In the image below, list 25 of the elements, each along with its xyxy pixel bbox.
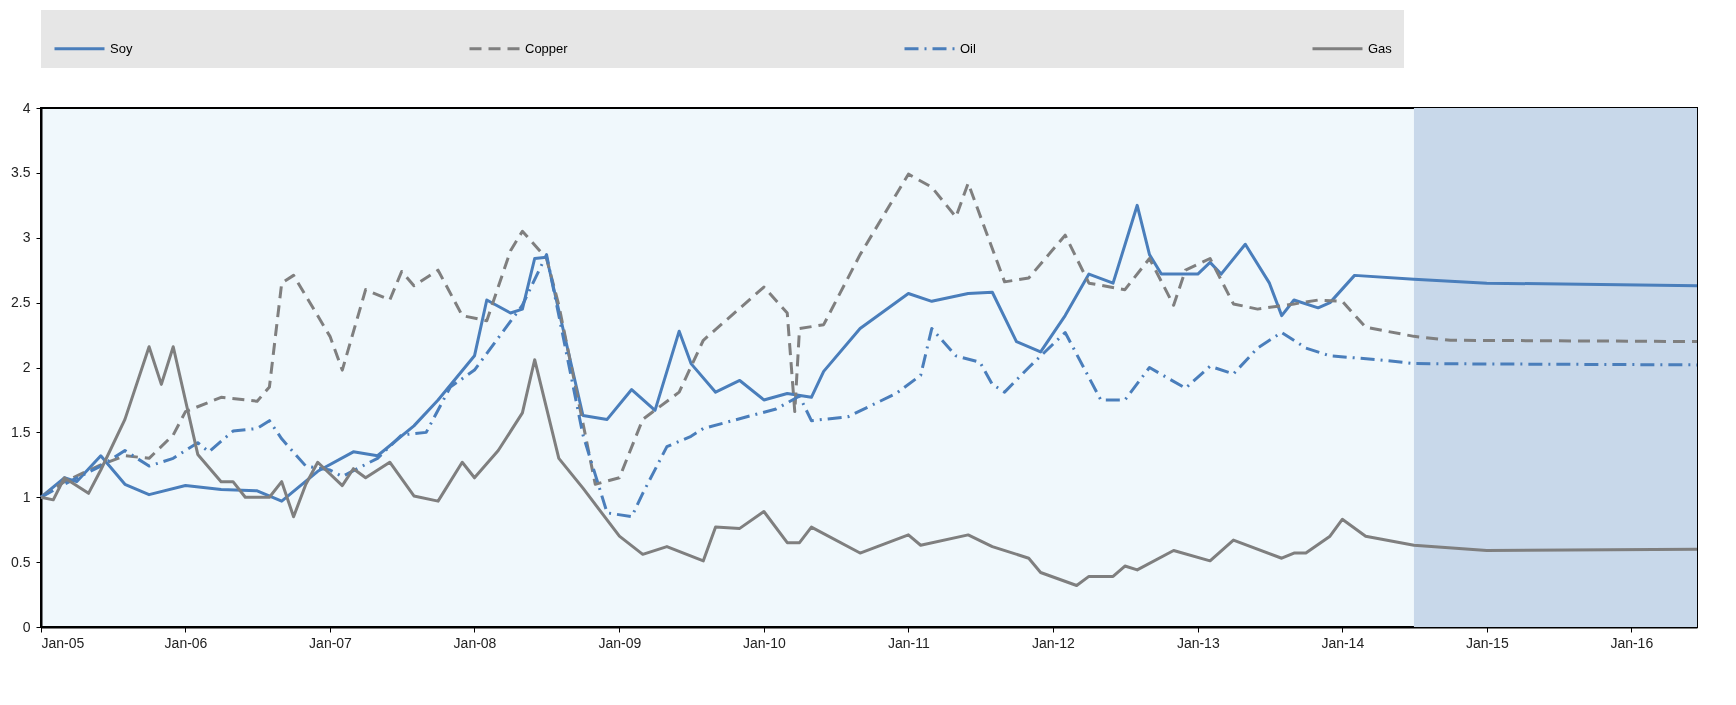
- legend-label: Gas: [1368, 40, 1393, 56]
- x-tick-label: Jan-08: [453, 634, 497, 651]
- y-tick-label: 1: [22, 488, 31, 505]
- y-tick-label: 0: [22, 618, 31, 635]
- x-tick-label: Jan-14: [1321, 634, 1365, 651]
- y-tick-label: 2: [22, 359, 31, 375]
- y-tick-label: 4: [22, 99, 31, 116]
- x-tick-label: Jan-12: [1031, 634, 1075, 651]
- legend-label: Copper: [525, 40, 569, 56]
- x-tick-label: Jan-16: [1610, 634, 1654, 651]
- y-tick-label: 3: [22, 229, 31, 246]
- x-tick-label: Jan-15: [1465, 634, 1509, 651]
- x-tick-label: Jan-11: [888, 634, 930, 651]
- y-tick-label: 3.5: [11, 164, 31, 181]
- legend-label: Soy: [110, 40, 133, 56]
- x-tick-label: Jan-07: [309, 634, 353, 651]
- x-tick-label: Jan-05: [41, 634, 85, 651]
- x-tick-label: Jan-10: [742, 634, 787, 651]
- x-tick-label: Jan-06: [164, 634, 208, 651]
- x-tick-label: Jan-13: [1176, 634, 1220, 651]
- y-tick-label: 2.5: [11, 294, 31, 311]
- x-tick-label: Jan-09: [598, 634, 642, 651]
- y-tick-label: 1.5: [11, 423, 31, 440]
- y-tick-label: 0.5: [11, 553, 31, 570]
- legend-label: Oil: [960, 40, 976, 56]
